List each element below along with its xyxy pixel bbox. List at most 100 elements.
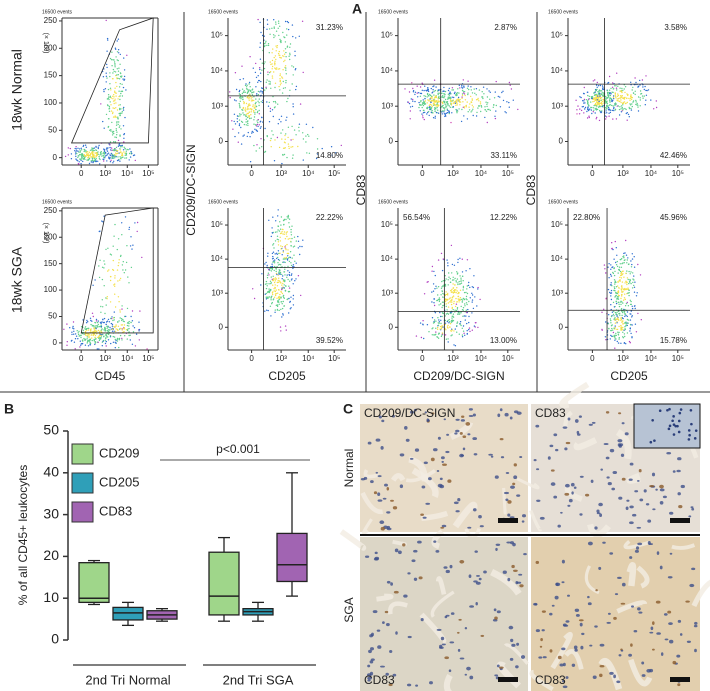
tissue-fiber [529, 509, 543, 532]
event-dot [102, 321, 105, 324]
event-dot [269, 110, 272, 113]
event-dot [112, 116, 115, 118]
tissue-fiber [363, 469, 380, 479]
event-dot [587, 101, 589, 104]
event-dot [278, 22, 280, 24]
event-dot [264, 61, 266, 63]
event-dot [289, 280, 291, 282]
nucleus [436, 628, 442, 631]
event-dot [107, 118, 110, 120]
event-dot [441, 269, 444, 272]
nucleus [368, 649, 372, 654]
event-dot [245, 83, 247, 85]
event-dot [280, 57, 282, 59]
event-dot [84, 156, 86, 158]
event-dot [445, 115, 447, 117]
event-dot [437, 112, 440, 114]
event-dot [619, 270, 622, 273]
event-dot [609, 101, 611, 103]
event-dot [102, 318, 104, 320]
histology-image [360, 404, 528, 532]
event-dot [100, 324, 102, 326]
event-dot [489, 91, 491, 94]
event-dot [259, 91, 261, 93]
event-dot [75, 155, 77, 157]
event-dot [617, 98, 620, 100]
event-dot [607, 106, 610, 109]
nucleus [636, 479, 640, 482]
nucleus [378, 415, 382, 419]
event-dot [279, 240, 282, 242]
event-dot [111, 323, 114, 326]
y-tick-label: 0 [219, 322, 224, 331]
event-dot [133, 327, 136, 329]
event-dot [624, 107, 626, 110]
event-dot [617, 301, 620, 304]
x-tick-label: 10⁵ [502, 354, 514, 363]
event-dot [121, 146, 123, 148]
event-dot [74, 348, 76, 350]
nucleus [509, 541, 515, 545]
event-dot [277, 250, 280, 252]
event-dot [330, 146, 333, 148]
event-dot [290, 146, 292, 148]
event-dot [80, 163, 82, 165]
event-dot [291, 257, 293, 259]
event-dot [592, 107, 595, 109]
event-dot [111, 328, 114, 330]
nucleus [557, 524, 561, 528]
event-dot [468, 321, 470, 324]
event-dot [443, 95, 446, 97]
event-dot [614, 317, 616, 319]
event-dot [302, 239, 304, 241]
event-dot [115, 124, 118, 126]
event-dot [493, 97, 496, 99]
event-dot [266, 28, 268, 30]
event-dot [426, 281, 428, 283]
event-dot [91, 337, 93, 339]
event-dot [105, 72, 107, 74]
event-dot [614, 337, 616, 339]
event-dot [86, 154, 88, 156]
nucleus [612, 470, 618, 475]
event-dot [485, 101, 487, 103]
event-dot [620, 286, 623, 288]
event-dot [286, 258, 289, 260]
event-dot [625, 254, 628, 256]
nucleus [456, 631, 460, 634]
event-dot [475, 99, 478, 101]
event-dot [97, 320, 100, 322]
event-dot [433, 79, 436, 81]
event-dot [613, 106, 615, 109]
event-dot [449, 91, 451, 93]
nucleus [384, 483, 388, 487]
event-dot [239, 94, 242, 96]
event-dot [404, 88, 406, 90]
event-dot [266, 23, 269, 25]
event-dot [625, 239, 627, 242]
y-tick-label: 10⁴ [211, 66, 224, 75]
nucleus [576, 430, 580, 435]
event-dot [115, 56, 117, 58]
event-dot [606, 106, 608, 108]
event-dot [254, 104, 256, 106]
event-dot [630, 107, 632, 110]
nucleus [587, 595, 590, 599]
event-dot [617, 333, 619, 335]
event-dot [447, 302, 449, 304]
event-dot [597, 85, 600, 87]
x-tick-label: 0 [79, 354, 84, 363]
event-dot [119, 146, 122, 148]
scale-bar [498, 518, 518, 523]
nucleus [694, 621, 698, 625]
event-dot [100, 325, 103, 328]
event-dot [423, 95, 425, 97]
event-dot [625, 272, 627, 275]
nucleus [679, 408, 683, 411]
event-dot [233, 113, 236, 116]
y-tick-label: 10⁵ [551, 31, 563, 40]
event-dot [447, 96, 449, 99]
nucleus [367, 441, 372, 445]
event-dot [458, 299, 460, 301]
event-dot [285, 285, 287, 287]
